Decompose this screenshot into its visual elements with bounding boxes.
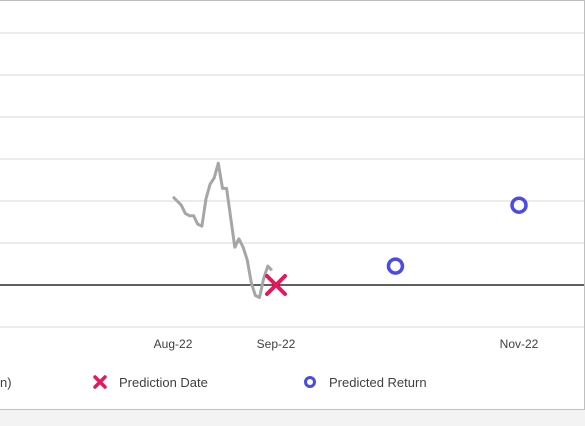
x-axis-ticks: Aug-22 Sep-22 Nov-22 bbox=[154, 337, 539, 351]
series-line bbox=[171, 161, 273, 300]
predicted-return-point bbox=[386, 257, 405, 275]
bottom-strip bbox=[0, 410, 585, 426]
legend: n) Prediction Date Predicted Return bbox=[0, 375, 427, 390]
legend-label: Predicted Return bbox=[329, 375, 427, 390]
x-tick-label: Nov-22 bbox=[500, 337, 539, 351]
chart-frame bbox=[0, 0, 585, 410]
legend-label: n) bbox=[0, 375, 12, 390]
legend-label: Prediction Date bbox=[119, 375, 208, 390]
prediction-date-marker bbox=[265, 274, 287, 296]
legend-x-icon bbox=[93, 375, 107, 389]
legend-circle-icon bbox=[304, 376, 316, 388]
predicted-return-point bbox=[510, 196, 528, 214]
x-tick-label: Sep-22 bbox=[257, 337, 296, 351]
gridlines bbox=[0, 32, 584, 328]
plot-marks bbox=[171, 161, 528, 300]
x-tick-label: Aug-22 bbox=[154, 337, 193, 351]
